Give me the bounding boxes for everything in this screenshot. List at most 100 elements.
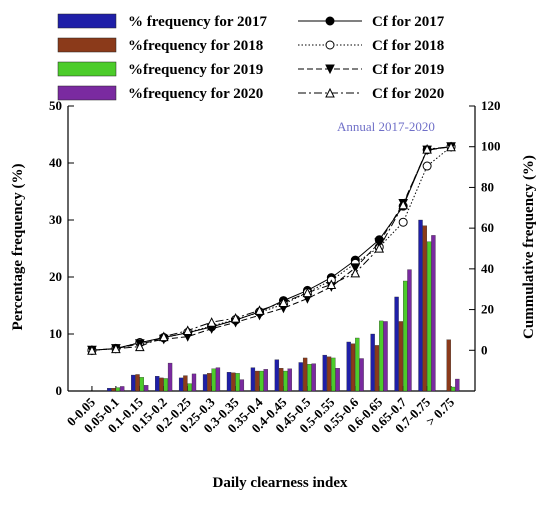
line-point: [135, 341, 145, 352]
legend-swatch: [57, 61, 117, 77]
bar: [207, 373, 212, 392]
y-right-tick-label: 80: [481, 179, 494, 194]
line-point: [87, 345, 97, 355]
line-point: [158, 331, 169, 342]
bar: [259, 370, 264, 392]
bar: [394, 296, 399, 392]
bar: [350, 343, 356, 392]
cumulative-line: [91, 146, 452, 351]
bar: [131, 374, 136, 392]
legend-marker: [325, 64, 335, 75]
y-right-tick-label: 0: [481, 342, 488, 357]
legend-label: Cf for 2017: [372, 14, 445, 30]
bar: [298, 362, 303, 392]
line-point: [398, 217, 408, 227]
bar: [167, 362, 173, 392]
line-point: [446, 141, 456, 152]
line-point: [374, 238, 385, 248]
bar: [302, 357, 308, 392]
line-point: [182, 325, 193, 336]
bar: [283, 370, 288, 392]
bar: [255, 370, 260, 392]
legend-label: Cf for 2020: [372, 86, 444, 102]
y-left-tick-label: 10: [49, 326, 62, 341]
bar: [455, 378, 460, 392]
y-right-tick-label: 40: [481, 261, 494, 276]
legend-label: Cf for 2018: [372, 38, 444, 54]
line-point: [422, 144, 432, 154]
bar: [235, 373, 240, 392]
bar: [326, 356, 332, 392]
y-axis-right-title: Cummulative frequency (%): [521, 155, 537, 339]
y-right-tick-label: 60: [481, 220, 494, 235]
bar: [226, 372, 232, 392]
bar: [159, 377, 164, 392]
bar: [370, 333, 375, 392]
bar: [139, 377, 144, 392]
legend-marker: [325, 40, 335, 50]
bar: [359, 358, 364, 392]
cumulative-line: [91, 146, 452, 351]
y-right-tick-label: 100: [481, 139, 501, 154]
bar: [374, 345, 380, 392]
legend-marker: [325, 16, 335, 26]
y-left-tick-label: 30: [49, 212, 62, 227]
y-left-tick-label: 50: [49, 98, 62, 113]
chart-annotation: Annual 2017-2020: [337, 119, 435, 134]
bar: [287, 368, 292, 392]
legend-swatch: [57, 37, 117, 53]
bar: [450, 386, 456, 392]
bar: [426, 241, 432, 392]
bar: [431, 235, 436, 392]
bar: [143, 385, 149, 392]
x-tick-label: > 0.75: [423, 394, 458, 429]
bar: [346, 341, 351, 392]
line-point: [111, 343, 121, 354]
bar: [263, 369, 268, 392]
bars: [107, 219, 460, 392]
bar: [202, 374, 208, 392]
line-point: [302, 287, 313, 298]
cumulative-line: [91, 146, 452, 351]
bar: [335, 368, 340, 392]
bar: [183, 375, 188, 392]
line-point: [278, 297, 289, 307]
bar: [398, 321, 404, 392]
line-point: [350, 267, 361, 278]
cumulative-lines: [87, 141, 456, 356]
bar: [155, 376, 160, 392]
x-axis-title: Daily clearness index: [213, 475, 348, 491]
bar: [163, 378, 168, 392]
bar: [191, 373, 197, 392]
line-point: [398, 199, 408, 210]
bar: [422, 225, 427, 392]
y-axis-left-title: Percentage frequency (%): [10, 164, 26, 331]
legend-label: % frequency for 2017: [128, 14, 268, 30]
line-point: [374, 242, 385, 253]
bar: [279, 368, 284, 392]
y-right-tick-label: 20: [481, 302, 494, 317]
bar: [274, 359, 280, 392]
line-point: [230, 313, 241, 323]
bar: [107, 387, 112, 392]
bar: [187, 383, 192, 392]
bar: [407, 269, 412, 392]
legend: % frequency for 2017 %frequency for 2018%…: [57, 13, 445, 102]
y-left-tick-label: 20: [49, 269, 62, 284]
bar: [111, 387, 116, 392]
bar: [355, 337, 360, 392]
legend-label: %frequency for 2018: [128, 38, 263, 54]
bar: [331, 357, 336, 392]
bar: [307, 364, 312, 392]
legend-swatch: [57, 85, 117, 101]
bar: [322, 354, 327, 392]
bar: [115, 387, 121, 392]
legend-marker: [325, 87, 335, 98]
bar: [231, 372, 236, 392]
bar: [178, 377, 184, 392]
bar: [403, 280, 408, 392]
bar: [383, 321, 388, 392]
line-point: [326, 279, 337, 290]
